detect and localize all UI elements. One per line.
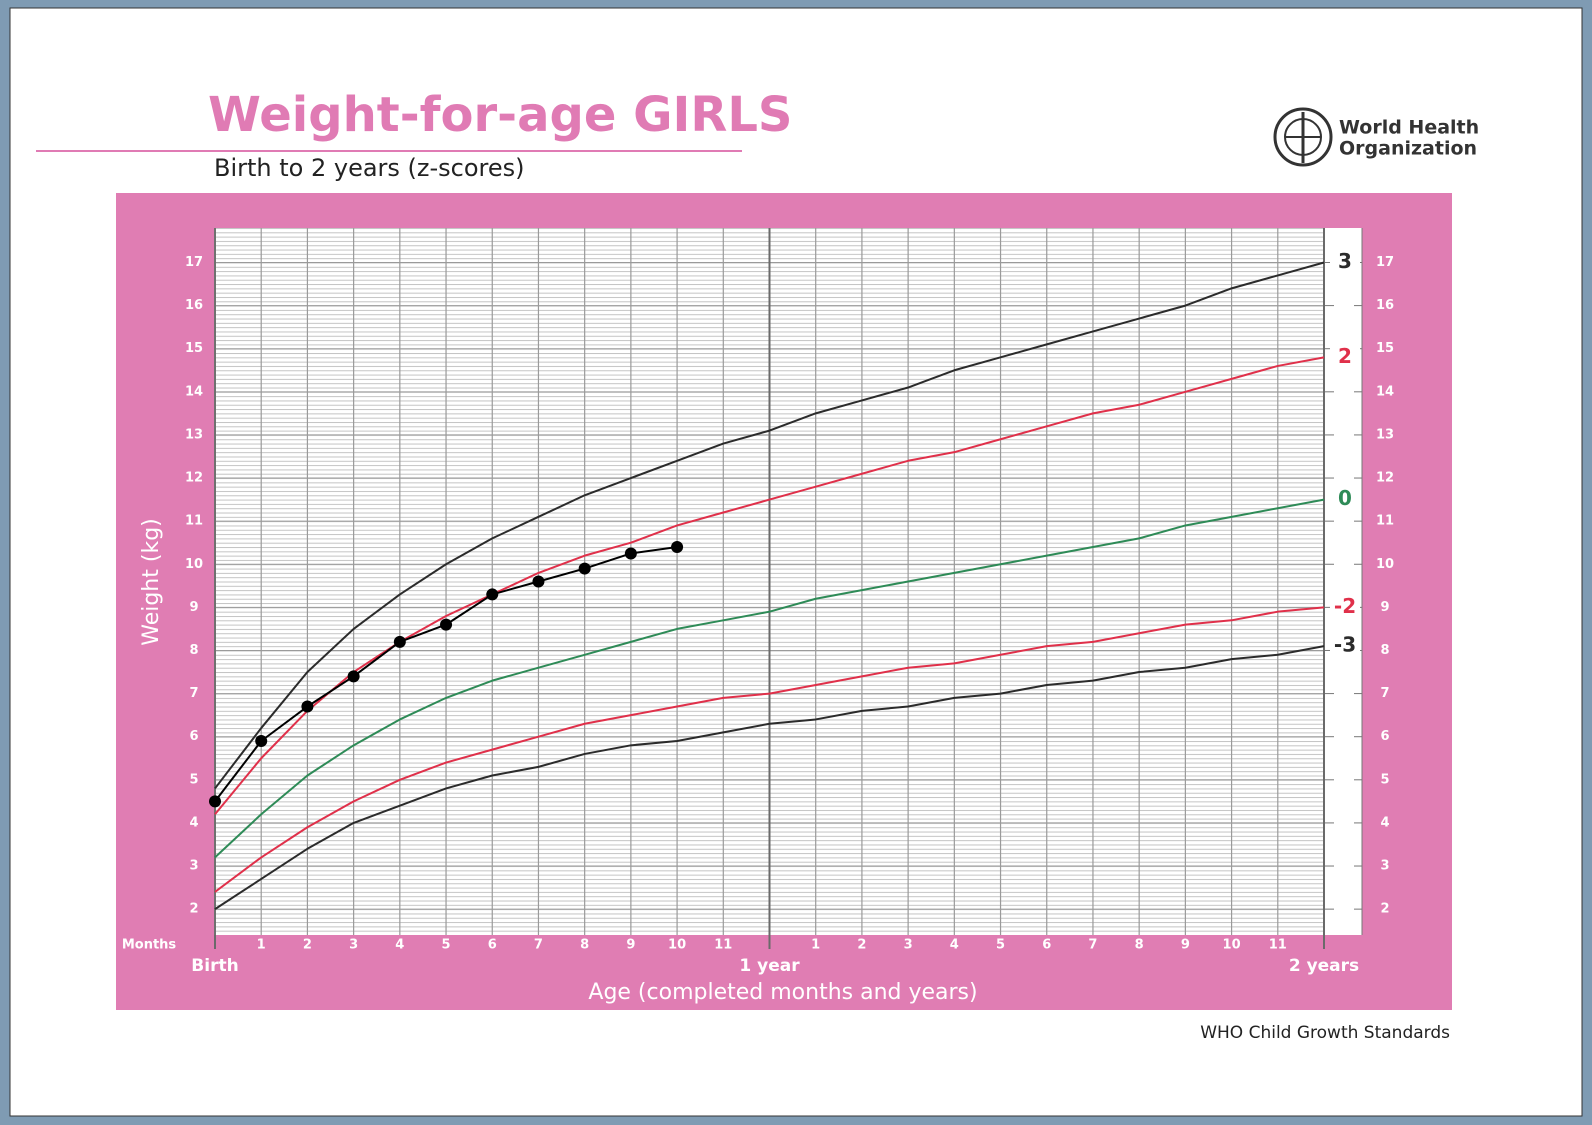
x-tick-label: 7 bbox=[1088, 938, 1097, 953]
y-tick-label-right: 2 bbox=[1380, 902, 1389, 917]
data-point bbox=[440, 618, 453, 631]
series-label: -3 bbox=[1334, 633, 1356, 657]
x-tick-label: 9 bbox=[1181, 938, 1190, 953]
y-tick-label: 9 bbox=[189, 600, 198, 615]
y-tick-label: 8 bbox=[189, 643, 198, 658]
logo-text: Organization bbox=[1339, 138, 1477, 160]
who-logo: World Health Organization bbox=[1273, 107, 1479, 167]
x-tick-label: 4 bbox=[395, 938, 404, 953]
x-tick-label: 5 bbox=[996, 938, 1005, 953]
data-point bbox=[209, 795, 221, 808]
y-tick-label: 11 bbox=[185, 514, 203, 529]
y-tick-label-right: 4 bbox=[1380, 815, 1389, 830]
series-line bbox=[214, 606, 1325, 893]
data-point bbox=[393, 635, 406, 648]
series-label-bg bbox=[1330, 634, 1360, 659]
series-line bbox=[214, 261, 1325, 790]
y-tick-label: 15 bbox=[185, 341, 203, 356]
series-label: 0 bbox=[1338, 486, 1352, 510]
y-tick-label: 12 bbox=[185, 471, 203, 486]
data-point bbox=[301, 700, 314, 713]
y-tick-label-right: 9 bbox=[1380, 600, 1389, 615]
x-tick-label: 3 bbox=[904, 938, 913, 953]
y-tick-label: 2 bbox=[189, 902, 198, 917]
subtitle: Birth to 2 years (z-scores) bbox=[214, 154, 525, 182]
data-point bbox=[578, 562, 591, 575]
y-tick-label-right: 14 bbox=[1376, 384, 1394, 399]
y-tick-label: 13 bbox=[185, 427, 203, 442]
footer: WHO Child Growth Standards bbox=[1200, 1023, 1450, 1043]
y-tick-label: 5 bbox=[189, 772, 198, 787]
y-tick-label: 17 bbox=[185, 255, 203, 270]
series-label: 3 bbox=[1338, 249, 1352, 273]
x-tick-label: 2 bbox=[857, 938, 866, 953]
x-axis-title: Age (completed months and years) bbox=[588, 980, 977, 1005]
y-tick-label: 6 bbox=[189, 729, 198, 744]
x-tick-label: 10 bbox=[668, 938, 686, 953]
x-tick-label: 1 bbox=[811, 938, 820, 953]
x-tick-label: 6 bbox=[488, 938, 497, 953]
y-tick-label-right: 3 bbox=[1380, 859, 1389, 874]
x-tick-label: 5 bbox=[442, 938, 451, 953]
y-tick-label: 3 bbox=[189, 859, 198, 874]
x-tick-label: 1 year bbox=[739, 956, 800, 976]
y-tick-label: 16 bbox=[185, 298, 203, 313]
y-tick-label: 10 bbox=[185, 557, 203, 572]
x-tick-label: 8 bbox=[1135, 938, 1144, 953]
x-tick-label: 1 bbox=[257, 938, 266, 953]
y-tick-label-right: 12 bbox=[1376, 471, 1394, 486]
y-tick-label: 7 bbox=[189, 686, 198, 701]
x-tick-label: Birth bbox=[191, 956, 238, 976]
y-tick-label-right: 17 bbox=[1376, 255, 1394, 270]
data-point bbox=[532, 575, 545, 588]
data-point bbox=[624, 547, 637, 560]
x-tick-label: 2 bbox=[303, 938, 312, 953]
x-tick-label: 6 bbox=[1042, 938, 1051, 953]
series-label-bg bbox=[1330, 595, 1360, 620]
x-tick-label: 11 bbox=[1269, 938, 1287, 953]
logo-text: World Health bbox=[1339, 117, 1479, 139]
series-label: 2 bbox=[1338, 344, 1352, 368]
x-tick-label: 2 years bbox=[1289, 956, 1359, 976]
data-point bbox=[671, 541, 684, 554]
y-tick-label-right: 13 bbox=[1376, 427, 1394, 442]
series-label: -2 bbox=[1334, 594, 1356, 618]
y-tick-label-right: 15 bbox=[1376, 341, 1394, 356]
series-label-bg bbox=[1330, 345, 1360, 370]
y-axis-title: Weight (kg) bbox=[139, 518, 164, 646]
series-line bbox=[214, 645, 1325, 910]
data-point bbox=[347, 670, 360, 683]
x-unit-label: Months bbox=[122, 938, 177, 953]
x-tick-label: 10 bbox=[1223, 938, 1241, 953]
series-label-bg bbox=[1330, 487, 1360, 512]
x-tick-label: 3 bbox=[349, 938, 358, 953]
x-tick-label: 7 bbox=[534, 938, 543, 953]
x-tick-label: 11 bbox=[714, 938, 732, 953]
series-line bbox=[214, 498, 1325, 859]
y-tick-label-right: 7 bbox=[1380, 686, 1389, 701]
y-tick-label-right: 16 bbox=[1376, 298, 1394, 313]
y-tick-label: 4 bbox=[189, 815, 198, 830]
title: Weight-for-age GIRLS bbox=[208, 87, 792, 143]
y-tick-label-right: 5 bbox=[1380, 772, 1389, 787]
y-tick-label-right: 11 bbox=[1376, 514, 1394, 529]
series-label-bg bbox=[1330, 250, 1360, 275]
y-tick-label: 14 bbox=[185, 384, 203, 399]
y-tick-label-right: 8 bbox=[1380, 643, 1389, 658]
y-tick-label-right: 10 bbox=[1376, 557, 1394, 572]
y-tick-label-right: 6 bbox=[1380, 729, 1389, 744]
x-tick-label: 4 bbox=[950, 938, 959, 953]
x-tick-label: 9 bbox=[626, 938, 635, 953]
x-tick-label: 8 bbox=[580, 938, 589, 953]
data-point bbox=[486, 588, 499, 601]
data-point bbox=[255, 735, 268, 748]
